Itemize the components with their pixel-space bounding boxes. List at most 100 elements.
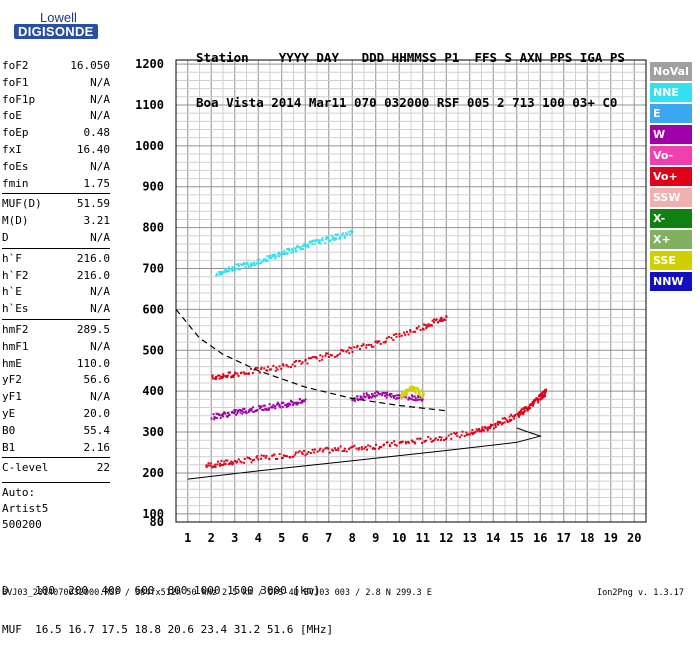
data-point (456, 435, 459, 438)
data-point (256, 366, 259, 369)
data-point (215, 375, 218, 378)
data-point (327, 236, 330, 239)
data-point (514, 414, 517, 417)
data-point (235, 461, 238, 464)
data-point (328, 240, 331, 243)
legend-item: X- (650, 209, 692, 228)
data-point (234, 268, 237, 271)
data-point (250, 409, 253, 412)
data-point (381, 394, 384, 397)
data-point (348, 352, 351, 355)
data-point (370, 345, 373, 348)
param-value: N/A (90, 285, 110, 299)
data-point (327, 447, 330, 450)
data-point (374, 395, 377, 398)
data-point (400, 394, 403, 397)
data-point (237, 263, 240, 266)
data-point (357, 399, 360, 402)
data-point (362, 343, 365, 346)
data-point (264, 258, 267, 261)
data-point (266, 369, 269, 372)
data-point (220, 375, 223, 378)
data-point (237, 374, 240, 377)
data-point (372, 446, 375, 449)
data-point (392, 394, 395, 397)
data-point (468, 433, 471, 436)
legend-item: NNW (650, 272, 692, 291)
data-point (227, 269, 230, 272)
data-point (376, 341, 379, 344)
data-point (484, 426, 487, 429)
data-point (544, 392, 547, 395)
data-point (273, 255, 276, 258)
data-point (299, 246, 302, 249)
data-point (489, 423, 492, 426)
data-point (222, 271, 225, 274)
data-point (422, 328, 425, 331)
param-name: hmF1 (2, 339, 29, 353)
data-point (262, 259, 265, 262)
param-row: D N/A (2, 230, 110, 247)
data-point (242, 407, 245, 410)
data-point (258, 407, 261, 410)
legend-item: X+ (650, 230, 692, 249)
legend-item: SSW (650, 188, 692, 207)
data-point (264, 456, 267, 459)
data-point (274, 407, 277, 410)
data-point (307, 450, 310, 453)
data-point (287, 403, 290, 406)
param-name: foEp (2, 126, 29, 140)
data-point (287, 365, 290, 368)
data-point (527, 407, 530, 410)
data-point (353, 346, 356, 349)
param-name: MUF(D) (2, 197, 42, 211)
data-point (482, 429, 485, 432)
data-point (282, 454, 285, 457)
data-point (260, 368, 263, 371)
data-point (215, 272, 218, 275)
param-row: foF1 N/A (2, 75, 110, 92)
data-point (223, 463, 226, 466)
data-point (390, 393, 393, 396)
data-point (367, 395, 370, 398)
data-point (325, 236, 328, 239)
data-point (384, 340, 387, 343)
data-point (494, 425, 497, 428)
param-separator (2, 457, 110, 459)
y-tick-label: 100 (142, 507, 164, 521)
data-point (236, 412, 239, 415)
data-point (296, 403, 299, 406)
data-point (324, 354, 327, 357)
param-value: 1.75 (83, 176, 111, 190)
data-point (222, 374, 225, 377)
data-point (321, 239, 324, 242)
data-point (450, 433, 453, 436)
data-point (231, 266, 234, 269)
param-value: 110.0 (76, 356, 110, 370)
station-header: Station YYYY DAY DDD HHMMSS P1 FFS S AXN… (196, 20, 625, 125)
data-point (283, 253, 286, 256)
data-point (528, 407, 531, 410)
data-point (523, 409, 526, 412)
data-point (343, 449, 346, 452)
data-point (474, 430, 477, 433)
data-point (357, 448, 360, 451)
data-point (251, 406, 254, 409)
param-value: 0.48 (83, 126, 111, 140)
param-value: N/A (90, 339, 110, 353)
data-point (239, 460, 242, 463)
data-point (318, 240, 321, 243)
data-point (218, 413, 221, 416)
data-point (278, 453, 281, 456)
data-point (542, 396, 545, 399)
data-point (285, 405, 288, 408)
data-point (218, 464, 221, 467)
data-point (220, 459, 223, 462)
data-point (217, 271, 220, 274)
data-point (346, 233, 349, 236)
data-point (392, 333, 395, 336)
data-point (388, 392, 391, 395)
data-point (426, 324, 429, 327)
data-point (263, 404, 266, 407)
data-point (417, 325, 420, 328)
